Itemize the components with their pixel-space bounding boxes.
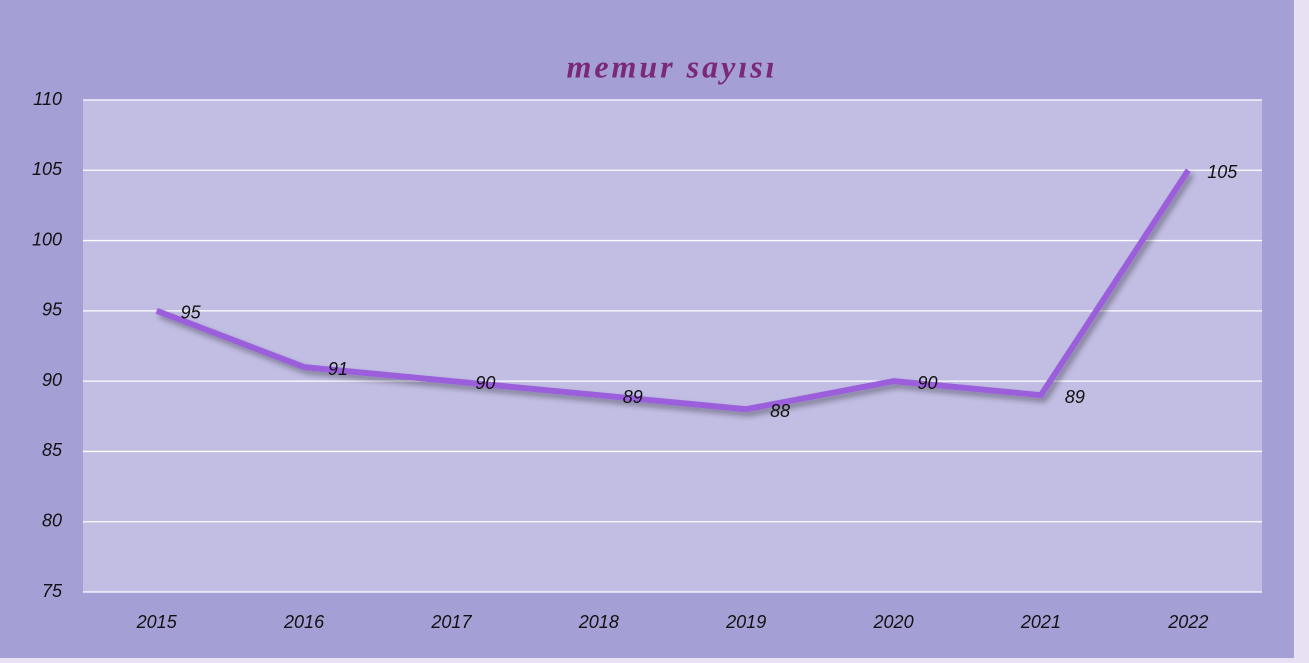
y-tick-label: 95 bbox=[42, 300, 63, 320]
data-label: 90 bbox=[918, 373, 938, 393]
plot-area bbox=[83, 100, 1262, 592]
data-label: 90 bbox=[475, 373, 495, 393]
y-tick-label: 80 bbox=[42, 510, 62, 530]
y-tick-label: 100 bbox=[32, 229, 62, 249]
chart-title: memur sayısı bbox=[566, 48, 777, 84]
x-tick-label: 2022 bbox=[1167, 612, 1208, 632]
x-tick-label: 2020 bbox=[873, 612, 914, 632]
data-line bbox=[155, 168, 1191, 413]
y-tick-label: 105 bbox=[32, 159, 63, 179]
y-tick-label: 110 bbox=[33, 89, 62, 109]
data-label: 105 bbox=[1207, 162, 1238, 182]
x-tick-label: 2016 bbox=[283, 612, 325, 632]
y-tick-label: 90 bbox=[42, 370, 62, 390]
x-tick-label: 2019 bbox=[725, 612, 766, 632]
x-tick-label: 2017 bbox=[430, 612, 472, 632]
data-label: 95 bbox=[181, 303, 202, 323]
data-label: 88 bbox=[770, 401, 790, 421]
data-label: 89 bbox=[623, 387, 643, 407]
data-label: 89 bbox=[1065, 387, 1085, 407]
x-tick-label: 2021 bbox=[1020, 612, 1061, 632]
y-tick-label: 75 bbox=[42, 581, 63, 601]
x-tick-label: 2015 bbox=[136, 612, 178, 632]
x-tick-label: 2018 bbox=[578, 612, 619, 632]
y-tick-label: 85 bbox=[42, 440, 63, 460]
data-label: 91 bbox=[328, 359, 348, 379]
